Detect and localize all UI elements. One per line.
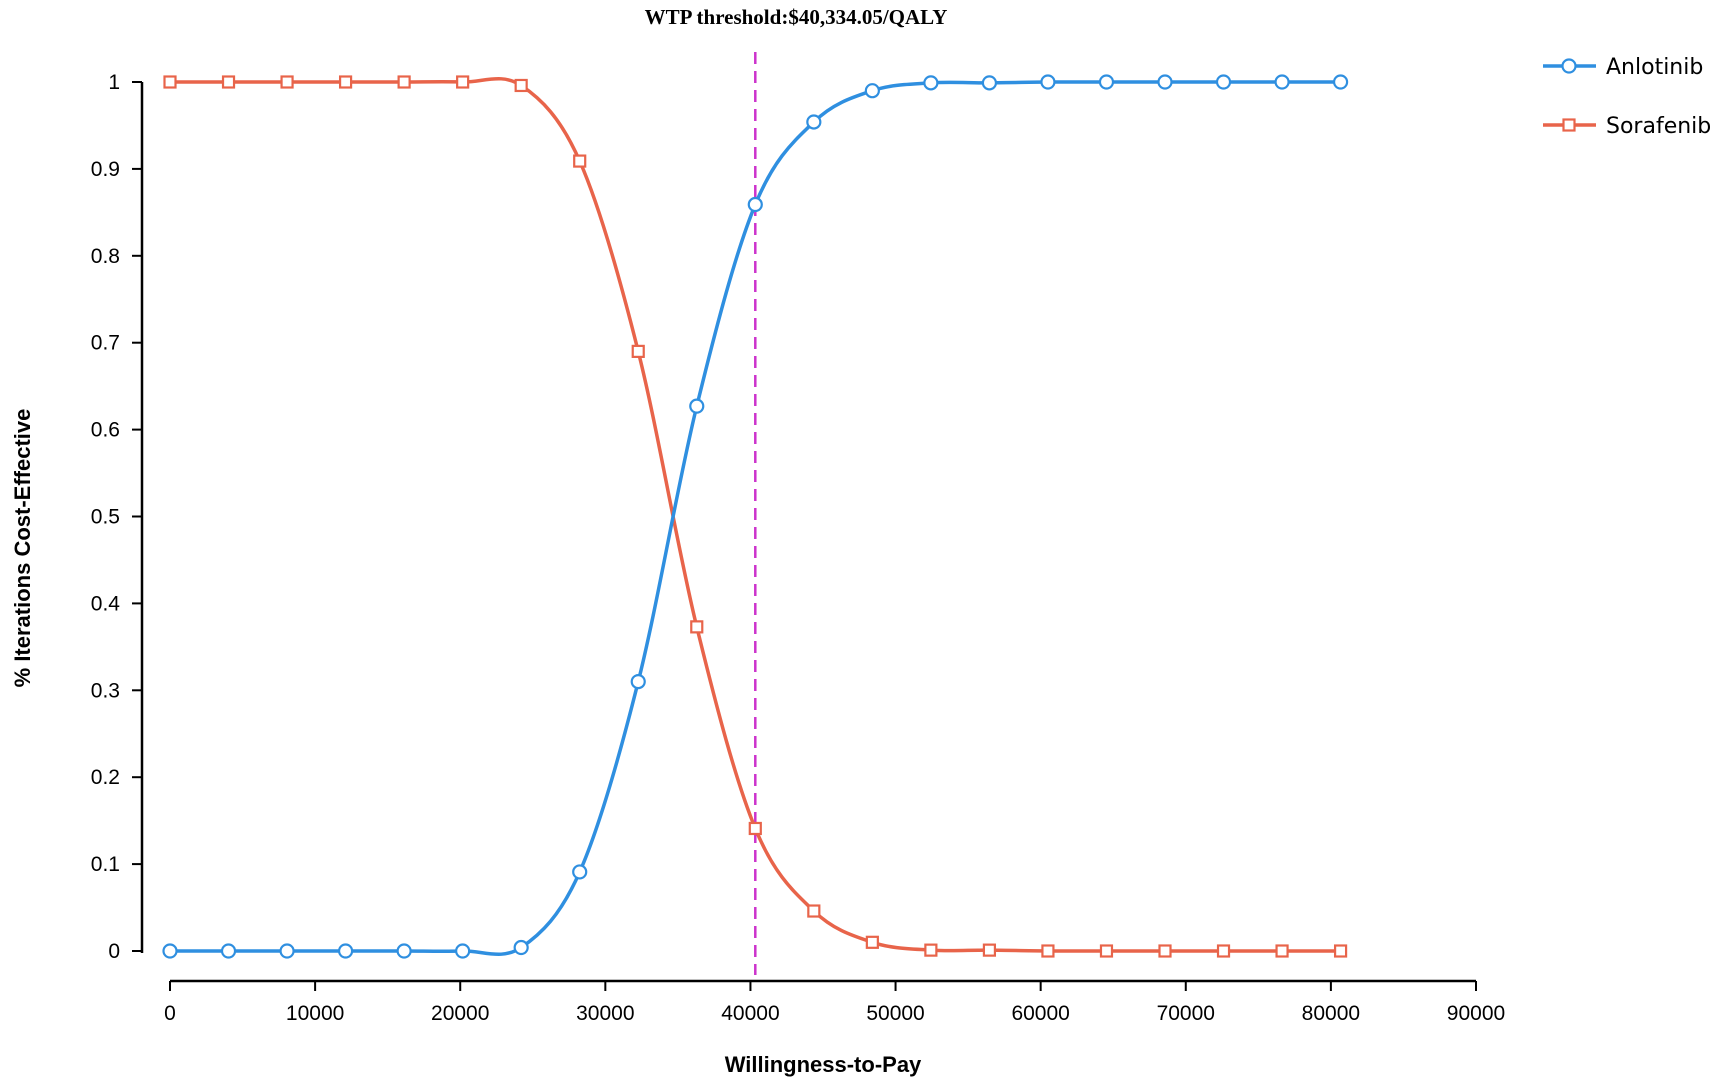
x-tick-label: 30000 xyxy=(576,1002,634,1025)
anlotinib-point xyxy=(455,943,471,959)
x-tick-label: 10000 xyxy=(286,1002,344,1025)
x-tick-label: 40000 xyxy=(721,1002,779,1025)
sorafenib-point xyxy=(924,943,938,957)
sorafenib-point xyxy=(1333,944,1348,958)
anlotinib-point xyxy=(689,398,705,414)
sorafenib-point xyxy=(163,75,177,89)
anlotinib-point xyxy=(220,943,237,959)
sorafenib-point xyxy=(1099,944,1114,958)
sorafenib-point xyxy=(280,75,294,89)
sorafenib-point xyxy=(982,943,997,957)
sorafenib-point xyxy=(456,75,470,89)
y-tick-label: 0.4 xyxy=(91,592,121,615)
sorafenib-point xyxy=(397,75,411,89)
sorafenib-point xyxy=(338,75,353,89)
x-tick-label: 70000 xyxy=(1157,1002,1215,1025)
x-tick-label: 20000 xyxy=(431,1002,489,1025)
chart-title: WTP threshold:$40,334.05/QALY xyxy=(645,5,948,29)
anlotinib-point xyxy=(1040,74,1056,90)
y-tick-label: 0.5 xyxy=(91,506,120,529)
x-axis-title: Willingness-to-Pay xyxy=(725,1052,922,1077)
x-tick-label: 90000 xyxy=(1447,1002,1505,1025)
y-tick-label: 0.1 xyxy=(91,853,120,876)
legend-label-anlotinib: Anlotinib xyxy=(1606,55,1703,80)
y-tick-label: 0.6 xyxy=(91,419,120,442)
anlotinib-point xyxy=(513,939,529,956)
anlotinib-point xyxy=(1098,74,1115,90)
anlotinib-point xyxy=(1274,74,1290,90)
anlotinib-point xyxy=(1157,74,1173,90)
y-tick-label: 0.8 xyxy=(91,245,120,268)
legend-marker-anlotinib xyxy=(1561,58,1577,74)
sorafenib-point xyxy=(221,75,236,89)
y-tick-label: 0.3 xyxy=(91,679,120,702)
sorafenib-point xyxy=(748,821,762,836)
x-tick-label: 60000 xyxy=(1011,1002,1069,1025)
sorafenib-point xyxy=(1275,944,1289,958)
plot-area: 0 0.1 0.2 0.3 0.4 0.5 0.6 0.7 0.8 0.9 1 0 10000 20000… xyxy=(91,52,1505,1025)
sorafenib-point xyxy=(631,344,645,358)
sorafenib-point xyxy=(690,620,704,634)
x-tick-label: 50000 xyxy=(866,1002,924,1025)
legend: Anlotinib Sorafenib xyxy=(1543,55,1711,139)
sorafenib-point xyxy=(1158,944,1172,958)
anlotinib-point xyxy=(572,864,588,880)
y-axis-title: % Iterations Cost-Effective xyxy=(10,409,35,688)
legend-label-sorafenib: Sorafenib xyxy=(1606,114,1711,139)
sorafenib-point xyxy=(514,78,528,93)
anlotinib-point xyxy=(806,114,822,130)
anlotinib-point xyxy=(279,943,295,959)
sorafenib-point xyxy=(865,935,879,949)
y-tick-label: 0 xyxy=(108,940,120,963)
y-tick-label: 0.2 xyxy=(91,766,120,789)
y-tick-label: 1 xyxy=(108,71,120,94)
x-tick-label: 0 xyxy=(164,1002,176,1025)
sorafenib-point xyxy=(1041,944,1055,958)
anlotinib-point xyxy=(630,674,646,690)
anlotinib-point xyxy=(1215,74,1232,90)
anlotinib-point xyxy=(396,943,412,959)
anlotinib-point xyxy=(747,196,763,213)
sorafenib-point xyxy=(1216,944,1231,958)
anlotinib-point xyxy=(864,83,880,99)
anlotinib-point xyxy=(337,943,354,959)
sorafenib-point xyxy=(573,154,587,168)
y-tick-label: 0.7 xyxy=(91,332,120,355)
y-tick-label: 0.9 xyxy=(91,158,120,181)
legend-marker-sorafenib xyxy=(1562,118,1576,132)
x-tick-label: 80000 xyxy=(1302,1002,1360,1025)
anlotinib-point xyxy=(162,943,178,959)
anlotinib-point xyxy=(1332,74,1349,90)
sorafenib-point xyxy=(807,904,821,918)
anlotinib-point xyxy=(981,75,998,91)
anlotinib-point xyxy=(923,75,939,91)
